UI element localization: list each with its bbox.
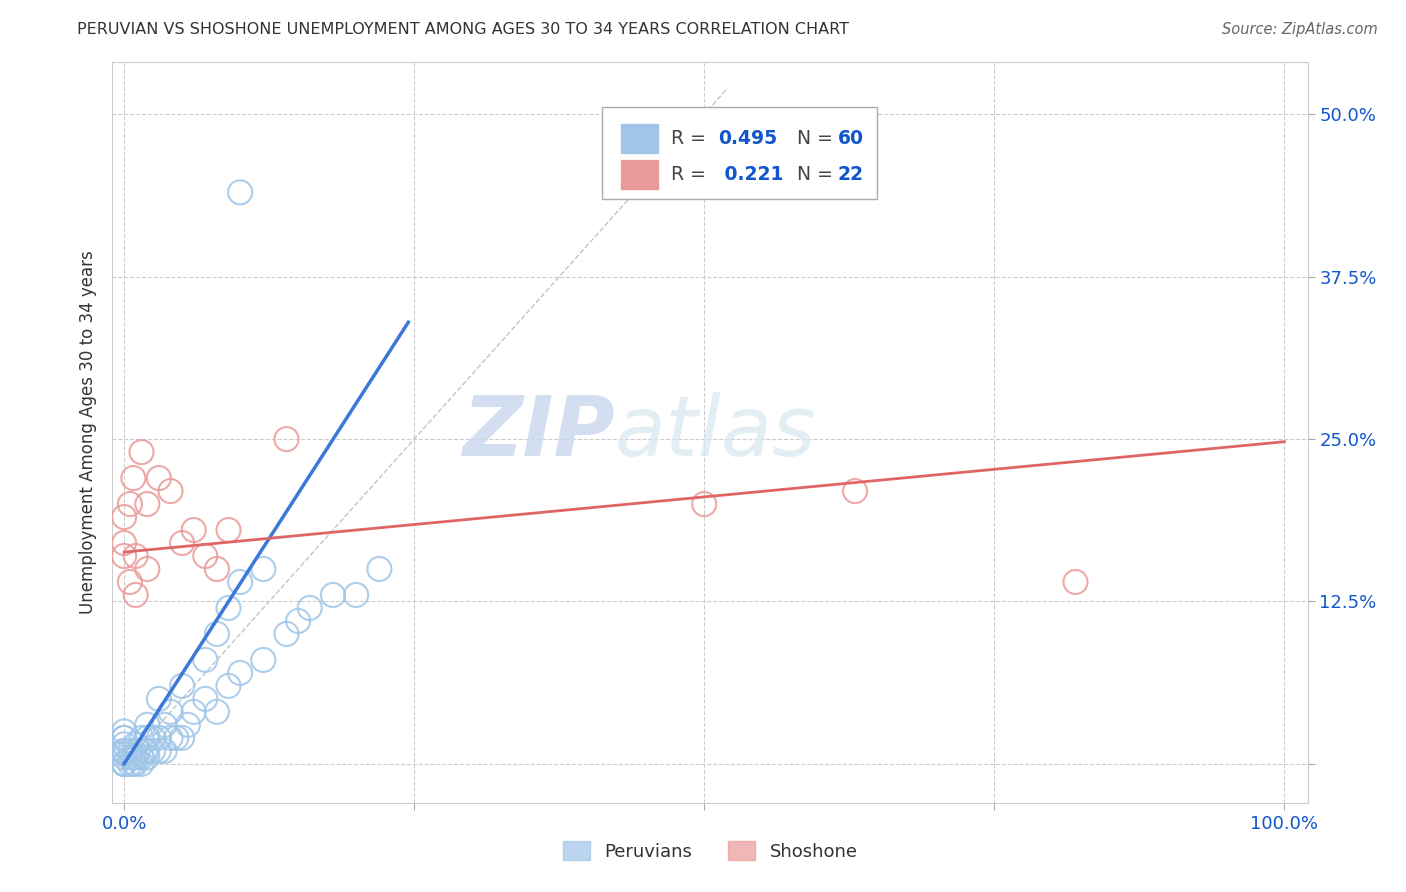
Point bbox=[287, 614, 309, 628]
Point bbox=[122, 756, 145, 771]
Point bbox=[165, 731, 187, 745]
Text: 0.495: 0.495 bbox=[718, 129, 778, 148]
Point bbox=[142, 731, 165, 745]
Point bbox=[159, 484, 181, 499]
Point bbox=[252, 562, 274, 576]
Point bbox=[118, 574, 141, 589]
Point bbox=[159, 705, 181, 719]
Point bbox=[136, 718, 159, 732]
Point bbox=[112, 756, 135, 771]
Text: 60: 60 bbox=[838, 129, 863, 148]
Text: PERUVIAN VS SHOSHONE UNEMPLOYMENT AMONG AGES 30 TO 34 YEARS CORRELATION CHART: PERUVIAN VS SHOSHONE UNEMPLOYMENT AMONG … bbox=[77, 22, 849, 37]
FancyBboxPatch shape bbox=[603, 107, 877, 200]
Point bbox=[148, 744, 170, 758]
Point bbox=[136, 731, 159, 745]
Point bbox=[194, 653, 217, 667]
Point bbox=[136, 562, 159, 576]
Point bbox=[125, 750, 148, 764]
Point bbox=[122, 750, 145, 764]
Point bbox=[112, 747, 135, 761]
Point bbox=[252, 653, 274, 667]
Point bbox=[112, 750, 135, 764]
Point bbox=[172, 731, 194, 745]
Point bbox=[131, 731, 153, 745]
Point bbox=[148, 471, 170, 485]
Point bbox=[177, 718, 200, 732]
Point bbox=[218, 523, 240, 537]
Point bbox=[205, 705, 228, 719]
Point bbox=[183, 523, 205, 537]
Legend: Peruvians, Shoshone: Peruvians, Shoshone bbox=[555, 834, 865, 868]
Point bbox=[159, 731, 181, 745]
Point bbox=[148, 692, 170, 706]
Point bbox=[131, 750, 153, 764]
Point bbox=[125, 588, 148, 602]
Point bbox=[112, 724, 135, 739]
Point bbox=[153, 718, 176, 732]
Point bbox=[118, 756, 141, 771]
Point bbox=[194, 692, 217, 706]
Point bbox=[112, 549, 135, 563]
Point bbox=[298, 601, 321, 615]
Point bbox=[172, 679, 194, 693]
Point bbox=[844, 484, 866, 499]
Point bbox=[229, 186, 252, 200]
Point bbox=[693, 497, 716, 511]
Point bbox=[142, 744, 165, 758]
Point bbox=[112, 510, 135, 524]
Point bbox=[183, 705, 205, 719]
Point bbox=[122, 471, 145, 485]
Text: 0.221: 0.221 bbox=[718, 165, 783, 184]
Text: N =: N = bbox=[786, 165, 839, 184]
Point bbox=[125, 549, 148, 563]
Point bbox=[136, 497, 159, 511]
Point bbox=[148, 731, 170, 745]
Point bbox=[131, 445, 153, 459]
Point bbox=[136, 750, 159, 764]
Point bbox=[112, 731, 135, 745]
Point bbox=[112, 756, 135, 771]
Point bbox=[112, 756, 135, 771]
Point bbox=[344, 588, 367, 602]
Point bbox=[172, 536, 194, 550]
Text: R =: R = bbox=[671, 129, 711, 148]
Point bbox=[229, 665, 252, 680]
Point bbox=[276, 627, 298, 641]
Point bbox=[112, 744, 135, 758]
Point bbox=[218, 679, 240, 693]
Point bbox=[112, 731, 135, 745]
Text: Source: ZipAtlas.com: Source: ZipAtlas.com bbox=[1222, 22, 1378, 37]
Text: N =: N = bbox=[786, 129, 839, 148]
Y-axis label: Unemployment Among Ages 30 to 34 years: Unemployment Among Ages 30 to 34 years bbox=[79, 251, 97, 615]
FancyBboxPatch shape bbox=[620, 123, 658, 154]
FancyBboxPatch shape bbox=[620, 159, 658, 190]
Point bbox=[118, 750, 141, 764]
Point bbox=[322, 588, 344, 602]
Point bbox=[112, 744, 135, 758]
Point bbox=[218, 601, 240, 615]
Point bbox=[136, 744, 159, 758]
Text: 22: 22 bbox=[838, 165, 863, 184]
Point bbox=[112, 737, 135, 751]
Point bbox=[125, 756, 148, 771]
Text: atlas: atlas bbox=[614, 392, 815, 473]
Point bbox=[118, 497, 141, 511]
Point bbox=[131, 756, 153, 771]
Point bbox=[1064, 574, 1087, 589]
Point bbox=[153, 744, 176, 758]
Point bbox=[112, 756, 135, 771]
Point bbox=[276, 432, 298, 446]
Point bbox=[125, 737, 148, 751]
Point bbox=[112, 536, 135, 550]
Point bbox=[368, 562, 391, 576]
Text: ZIP: ZIP bbox=[461, 392, 614, 473]
Point bbox=[194, 549, 217, 563]
Text: R =: R = bbox=[671, 165, 711, 184]
Point bbox=[127, 744, 149, 758]
Point bbox=[134, 744, 156, 758]
Point bbox=[118, 744, 141, 758]
Point bbox=[205, 627, 228, 641]
Point bbox=[229, 574, 252, 589]
Point bbox=[205, 562, 228, 576]
